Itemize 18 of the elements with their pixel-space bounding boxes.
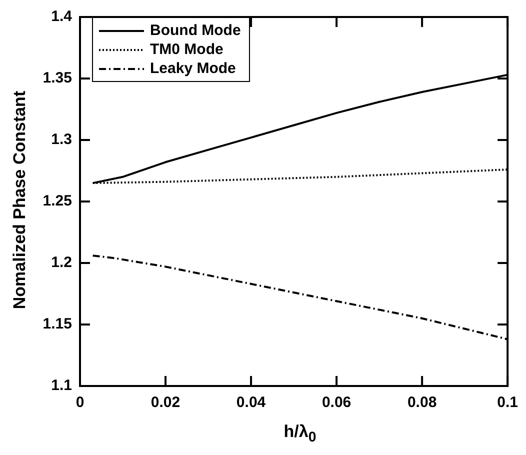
- y-axis-title: Nomalized Phase Constant: [10, 90, 30, 312]
- y-tick-label: 1.25: [42, 192, 72, 210]
- y-tick-label: 1.4: [51, 8, 73, 26]
- y-tick-label: 1.35: [42, 70, 72, 87]
- legend-label: Leaky Mode: [150, 60, 236, 77]
- x-tick-label: 0.06: [322, 394, 352, 412]
- x-tick-label: 0: [76, 394, 84, 412]
- legend-label: TM0 Mode: [150, 41, 224, 58]
- x-axis-title: h/λ$_{0}$: [282, 422, 318, 446]
- y-tick-label: 1.1: [51, 377, 72, 394]
- x-tick-label: 0.08: [407, 394, 437, 412]
- y-tick-label: 1.3: [51, 131, 72, 148]
- y-tick-label: 1.2: [51, 254, 72, 272]
- x-tick-label: 0.02: [150, 394, 180, 412]
- x-tick-label: 0.04: [236, 394, 266, 412]
- x-tick-label: 0.1: [497, 394, 518, 412]
- y-tick-label: 1.15: [42, 316, 72, 333]
- legend-label: Bound Mode: [150, 22, 241, 39]
